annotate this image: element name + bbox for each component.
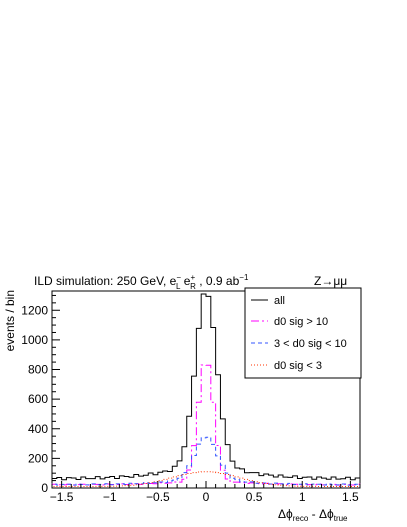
x-tick-label: 0 [203, 490, 210, 504]
y-tick-label: 1200 [21, 303, 48, 317]
y-tick-label: 1000 [21, 333, 48, 347]
legend-label: all [274, 295, 285, 307]
series-line-1 [51, 364, 361, 488]
legend-label: d0 sig < 3 [274, 360, 322, 372]
x-axis-label: Δϕreco - Δϕtrue [278, 507, 348, 523]
y-tick-label: 600 [28, 392, 48, 406]
y-tick-label: 400 [28, 422, 48, 436]
histogram-lines [51, 293, 361, 488]
series-line-3 [51, 471, 361, 488]
chart-title: ILD simulation: 250 GeV, e− L e+ R , 0.9 a… [34, 273, 249, 291]
x-tick-label: 1.5 [342, 490, 359, 504]
y-tick-label: 0 [41, 481, 48, 495]
series-line-0 [51, 293, 361, 488]
legend-label: 3 < d0 sig < 10 [274, 338, 347, 350]
legend-label: d0 sig > 10 [274, 316, 328, 328]
y-tick-label: 200 [28, 451, 48, 465]
y-tick-label: 800 [28, 363, 48, 377]
x-tick-label: −1 [103, 490, 117, 504]
axes: −1.5 −1 −0.5 0 0.5 1 1.5 0 200 400 600 800 1000 1200 [21, 294, 361, 504]
series-line-2 [51, 436, 361, 488]
legend: all d0 sig > 10 3 < d0 sig < 10 d0 sig < 3 [244, 287, 362, 379]
x-tick-label: 0.5 [246, 490, 263, 504]
x-tick-label: 1 [299, 490, 306, 504]
x-tick-label: −1.5 [50, 490, 74, 504]
legend-box [244, 287, 362, 379]
process-label: Z→μμ [314, 274, 347, 288]
x-tick-label: −0.5 [146, 490, 170, 504]
y-axis-label: events / bin [3, 290, 17, 351]
